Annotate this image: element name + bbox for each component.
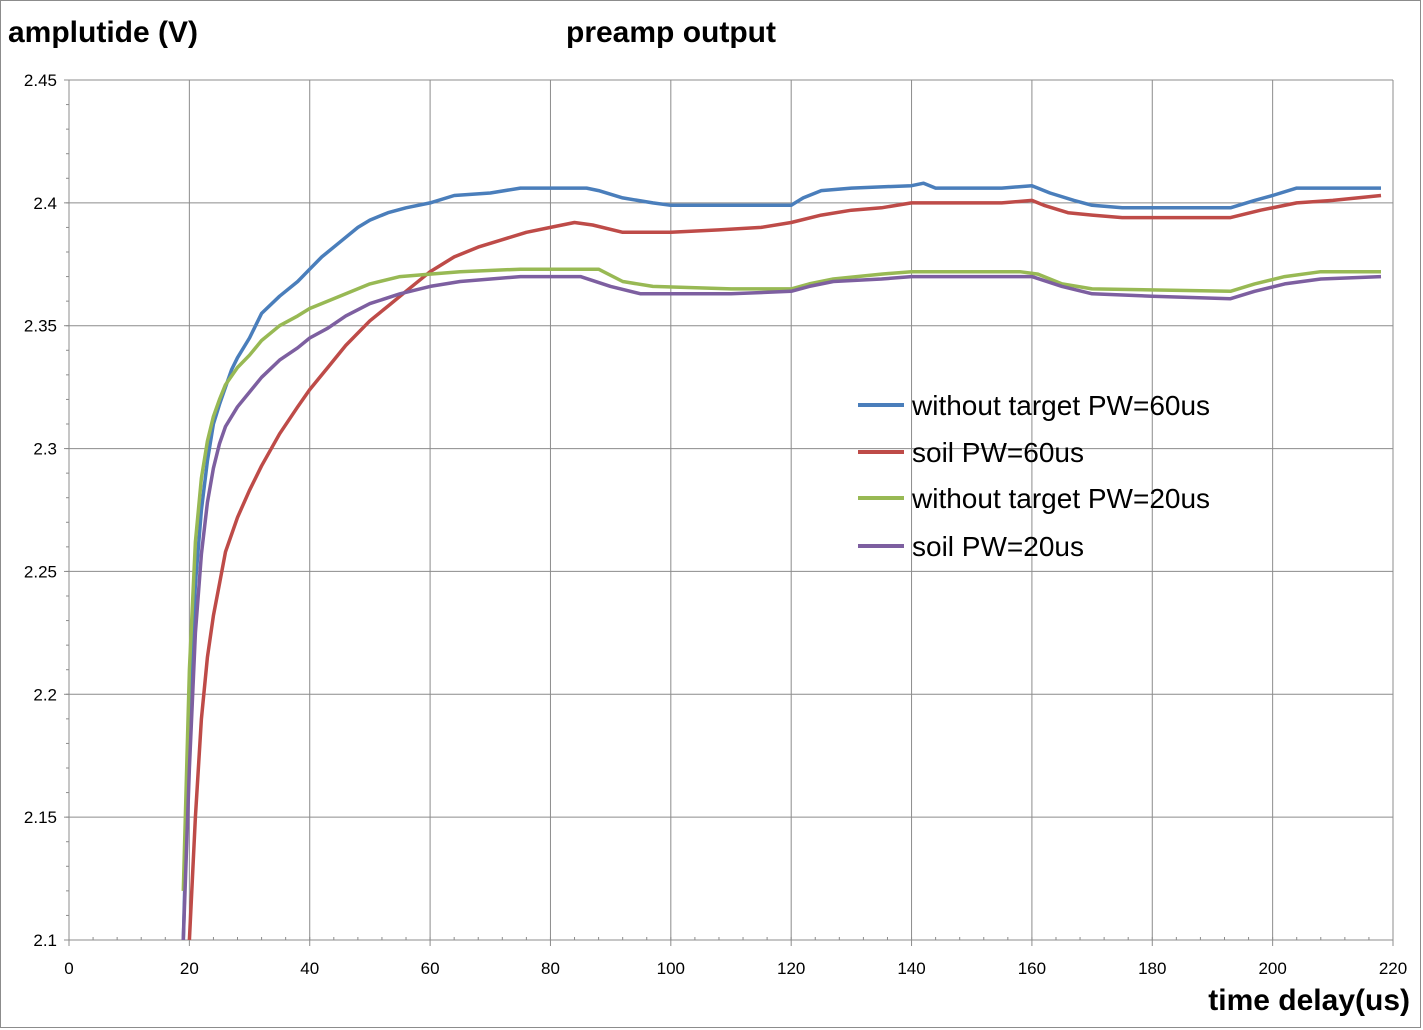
x-tick-label: 220 [1379,959,1407,978]
x-tick-label: 40 [300,959,319,978]
series-line-soil-pw60 [187,193,1382,941]
legend-label-soil-pw20: soil PW=20us [912,531,1084,562]
y-axis-title: amplutide (V) [8,16,198,49]
y-tick-label: 2.1 [33,931,57,950]
x-tick-label: 200 [1258,959,1286,978]
y-tick-label: 2.25 [24,562,57,581]
y-tick-label: 2.45 [24,71,57,90]
x-tick-label: 80 [541,959,560,978]
x-axis-title: time delay(us) [1208,984,1410,1017]
series-line-soil-pw20 [181,274,1382,941]
x-tick-label: 120 [777,959,805,978]
legend-label-without-target-pw60: without target PW=60us [911,390,1210,421]
chart-title: preamp output [566,16,776,49]
x-tick-label: 20 [180,959,199,978]
legend-label-soil-pw60: soil PW=60us [912,437,1084,468]
y-tick-label: 2.2 [33,685,57,704]
x-tick-label: 180 [1138,959,1166,978]
y-tick-label: 2.3 [33,440,57,459]
x-tick-label: 160 [1018,959,1046,978]
axis-layer [64,79,1394,946]
y-tick-label: 2.4 [33,194,57,213]
series-line-without-target-pw60 [181,181,1381,941]
x-tick-label: 140 [897,959,925,978]
legend-label-without-target-pw20: without target PW=20us [911,483,1210,514]
x-tick-label: 0 [64,959,73,978]
x-tick-label: 60 [421,959,440,978]
grid-layer [68,79,1394,941]
x-tick-label: 100 [657,959,685,978]
series-line-without-target-pw20 [181,267,1381,891]
y-tick-label: 2.35 [24,317,57,336]
y-tick-label: 2.15 [24,808,57,827]
tick-label-layer: 2.1 2.15 2.2 2.25 2.3 2.35 2.4 2.45 0 20 40 60 80 100… [24,71,1407,978]
series-layer [181,181,1382,941]
legend: without target PW=60us soil PW=60us with… [858,390,1210,562]
